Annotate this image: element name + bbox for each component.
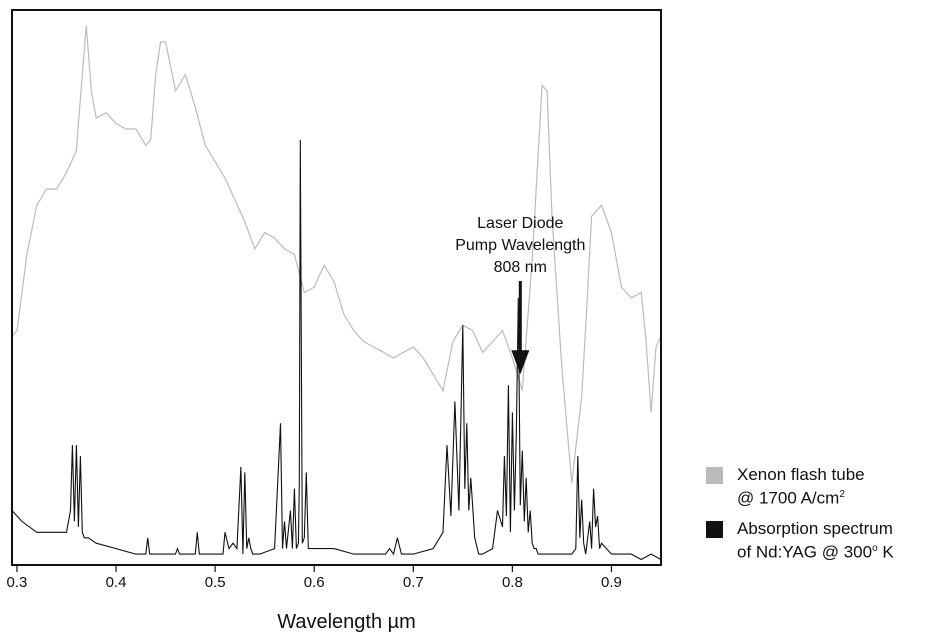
laser-diode-annotation: Laser Diode Pump Wavelength 808 nm: [455, 215, 585, 374]
x-tick-label-6: 0.9: [601, 574, 622, 591]
legend-ndyag-sub: of Nd:YAG @ 300o K: [737, 539, 894, 563]
x-tick-label-4: 0.7: [403, 574, 424, 591]
x-axis-title: Wavelength µm: [277, 611, 416, 633]
plot-frame: [12, 10, 661, 565]
series-ndyag-absorption-line: [12, 140, 661, 560]
annotation-line-1: Laser Diode: [477, 215, 563, 232]
chart-legend: Xenon flash tube @ 1700 A/cm2 Absorption…: [706, 465, 894, 572]
legend-xenon-sub: @ 1700 A/cm2: [737, 485, 865, 509]
x-axis-tick-labels: 0.3 0.4 0.5 0.6 0.7 0.8 0.9: [7, 574, 622, 591]
x-tick-label-5: 0.8: [502, 574, 523, 591]
legend-ndyag-name: Absorption spectrum: [737, 519, 894, 539]
legend-label-ndyag: Absorption spectrum of Nd:YAG @ 300o K: [737, 519, 894, 563]
annotation-line-2: Pump Wavelength: [455, 237, 585, 254]
legend-xenon-name: Xenon flash tube: [737, 465, 865, 485]
series-xenon-flash-tube-line: [12, 26, 661, 484]
x-tick-label-0: 0.3: [7, 574, 28, 591]
legend-swatch-ndyag: [706, 521, 723, 538]
x-tick-label-3: 0.6: [304, 574, 325, 591]
x-tick-label-2: 0.5: [205, 574, 226, 591]
x-axis-ticks: [17, 565, 612, 572]
legend-item-xenon: Xenon flash tube @ 1700 A/cm2: [706, 465, 894, 509]
legend-item-ndyag: Absorption spectrum of Nd:YAG @ 300o K: [706, 519, 894, 563]
legend-label-xenon: Xenon flash tube @ 1700 A/cm2: [737, 465, 865, 509]
annotation-line-3: 808 nm: [494, 259, 547, 276]
x-tick-label-1: 0.4: [106, 574, 127, 591]
legend-swatch-xenon: [706, 467, 723, 484]
